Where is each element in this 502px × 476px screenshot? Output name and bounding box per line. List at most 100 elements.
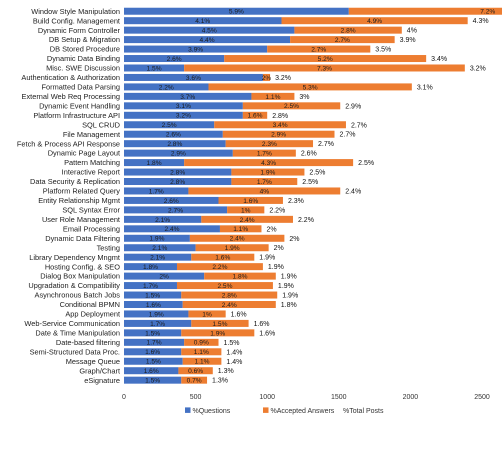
bar-questions — [124, 178, 232, 186]
bar-row: Entity Relationship Mgmt 2.6% 1.6% 2.3% — [38, 196, 304, 205]
category-label: Dialog Box Manipulation — [40, 272, 120, 281]
total-posts-data-label: 2.2% — [298, 217, 314, 224]
questions-data-label: 1.5% — [145, 330, 160, 337]
category-label: Formatted Data Parsing — [42, 83, 120, 92]
bar-accepted — [290, 36, 395, 44]
category-label: Fetch & Process API Response — [17, 139, 120, 148]
accepted-data-label: 1.1% — [194, 349, 209, 356]
bar-accepted — [218, 196, 283, 204]
bar-questions — [124, 310, 189, 318]
bar-questions — [124, 234, 190, 242]
category-label: SQL Syntax Error — [62, 205, 120, 214]
accepted-data-label: 3.4% — [273, 122, 288, 129]
bar-row: Misc. SWE Discussion 1.5% 7.3% 3.2% — [46, 64, 486, 73]
bar-row: Build Config. Management 4.1% 4.9% 4.3% — [33, 16, 489, 25]
total-posts-data-label: 3.9% — [400, 37, 416, 44]
category-label: Misc. SWE Discussion — [46, 64, 120, 73]
bar-questions — [124, 55, 225, 63]
category-label: Testing — [97, 243, 120, 252]
bar-row: User Role Management 2.1% 2.4% 2.2% — [42, 215, 314, 224]
questions-data-label: 2.2% — [159, 84, 174, 91]
questions-data-label: 3.6% — [186, 75, 201, 82]
total-posts-data-label: 3.2% — [470, 65, 486, 72]
category-label: SQL CRUD — [82, 120, 120, 129]
questions-data-label: 2.8% — [167, 141, 182, 148]
x-tick-label: 1000 — [259, 394, 275, 401]
bar-questions — [124, 263, 177, 271]
questions-data-label: 1.8% — [147, 160, 162, 167]
bar-questions — [124, 111, 243, 119]
category-label: User Role Management — [42, 215, 120, 224]
questions-data-label: 3.2% — [176, 113, 191, 120]
bar-row: Formatted Data Parsing 2.2% 5.3% 3.1% — [42, 83, 433, 92]
accepted-data-label: 2.2% — [212, 264, 227, 271]
questions-data-label: 3.7% — [180, 94, 195, 101]
total-posts-data-label: 3.5% — [375, 47, 391, 54]
total-posts-data-label: 1.3% — [218, 368, 234, 375]
accepted-data-label: 5.2% — [318, 56, 333, 63]
bar-row: SQL CRUD 2.5% 3.4% 2.7% — [82, 120, 367, 129]
category-label: Interactive Report — [62, 168, 120, 177]
accepted-data-label: 2.8% — [341, 28, 356, 35]
bar-questions — [124, 187, 189, 195]
total-posts-data-label: 1.6% — [259, 330, 275, 337]
questions-data-label: 2.6% — [164, 198, 179, 205]
questions-data-label: 2.1% — [155, 217, 170, 224]
category-label: External Web Req Processing — [22, 92, 120, 101]
category-label: Email Processing — [63, 224, 120, 233]
questions-data-label: 1.5% — [147, 65, 162, 72]
accepted-data-label: 7.2% — [480, 9, 495, 16]
bar-row: App Deployment 1.9% 1% 1.6% — [65, 310, 246, 319]
x-tick-label: 2500 — [474, 394, 490, 401]
category-label: Dynamic Event Handling — [39, 101, 120, 110]
accepted-data-label: 1% — [241, 207, 251, 214]
legend-item: %Questions — [185, 407, 231, 415]
category-label: Entity Relationship Mgmt — [38, 196, 120, 205]
total-posts-data-label: 2.8% — [272, 113, 288, 120]
accepted-data-label: 2.7% — [335, 37, 350, 44]
accepted-data-label: 4% — [260, 188, 270, 195]
category-label: Dynamic Data Binding — [47, 54, 120, 63]
bar-accepted — [178, 367, 213, 375]
questions-data-label: 1.9% — [149, 236, 164, 243]
bar-questions — [124, 102, 243, 110]
questions-data-label: 2% — [159, 274, 169, 281]
category-label: Build Config. Management — [33, 16, 120, 25]
total-posts-data-label: 1.4% — [226, 359, 242, 366]
accepted-data-label: 2.4% — [240, 217, 255, 224]
bar-accepted — [225, 140, 314, 148]
accepted-data-label: 4.9% — [367, 18, 382, 25]
accepted-data-label: 1.6% — [215, 255, 230, 262]
total-posts-data-label: 1.4% — [226, 349, 242, 356]
bar-row: Upgradation & Compatibility 1.7% 2.5% 1.9% — [28, 281, 294, 290]
questions-data-label: 2.8% — [170, 169, 185, 176]
category-label: Hosting Config. & SEO — [45, 262, 120, 271]
total-posts-data-label: 2.7% — [318, 141, 334, 148]
x-tick-label: 1500 — [331, 394, 347, 401]
accepted-data-label: 1.6% — [248, 113, 263, 120]
accepted-data-label: 0.9% — [194, 340, 209, 347]
total-posts-data-label: 2.5% — [302, 179, 318, 186]
legend-item: %Accepted Answers — [263, 407, 335, 415]
total-posts-data-label: 4% — [407, 28, 417, 35]
questions-data-label: 4.1% — [195, 18, 210, 25]
bar-row: Web-Service Communication 1.7% 1.5% 1.6% — [24, 319, 269, 328]
legend-label: %Accepted Answers — [271, 408, 335, 415]
questions-data-label: 1.6% — [144, 368, 159, 375]
questions-data-label: 1.7% — [149, 188, 164, 195]
accepted-data-label: 5.3% — [303, 84, 318, 91]
legend-swatch — [263, 407, 269, 413]
bar-row: Semi-Structured Data Proc. 1.6% 1.1% 1.4% — [30, 347, 243, 356]
accepted-data-label: 1.7% — [257, 179, 272, 186]
bar-accepted — [262, 73, 271, 81]
questions-data-label: 2.7% — [168, 207, 183, 214]
total-posts-data-label: 2.5% — [358, 160, 374, 167]
bar-questions — [124, 300, 183, 308]
category-label: Upgradation & Compatibility — [28, 281, 120, 290]
total-posts-data-label: 3.1% — [417, 84, 433, 91]
total-posts-data-label: 1.9% — [278, 283, 294, 290]
bar-accepted — [204, 272, 276, 280]
bar-questions — [124, 121, 215, 129]
bar-accepted — [195, 244, 269, 252]
